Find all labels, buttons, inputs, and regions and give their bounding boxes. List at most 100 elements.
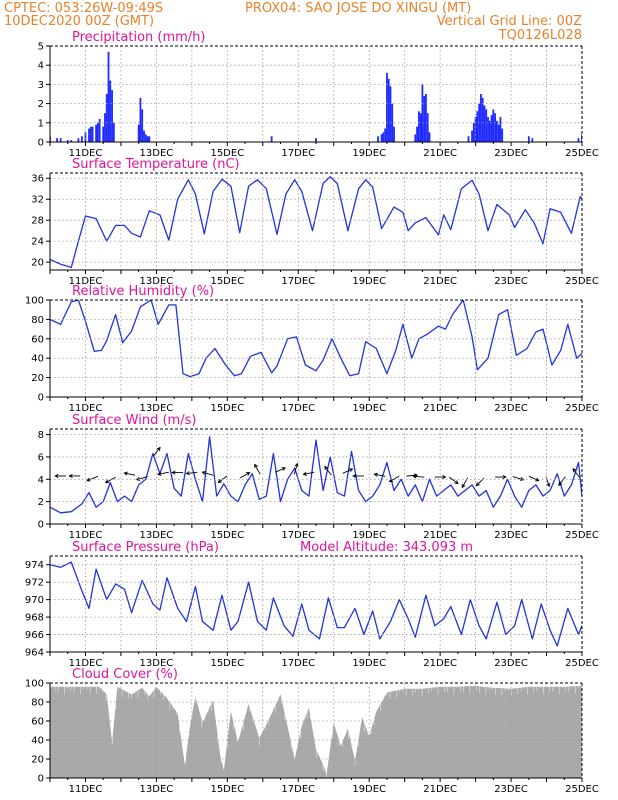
wind-arrow-head [104,479,110,484]
wind-arrow-shaft [528,475,539,482]
wind-arrow-head [185,471,190,476]
precipitation-bar [499,117,502,142]
precipitation-bar [472,122,475,142]
precipitation-bar [382,132,385,142]
wind-arrow-shaft [124,472,136,476]
temperature-xtick-label: 21DEC [423,276,457,287]
wind-arrow-head [535,477,540,482]
wind-arrow-head [475,482,480,487]
wind-arrow-head [302,471,307,476]
precipitation-bar [377,136,379,142]
wind-xtick-label: 13DEC [140,530,174,541]
precipitation-bar [414,134,417,142]
wind-arrow-head [54,473,59,479]
precipitation-bar [88,128,90,142]
wind-arrow-shaft [558,476,566,486]
precipitation-bar [112,122,115,142]
wind-arrow-shaft [275,467,286,473]
precipitation-title: Precipitation (mm/h) [72,30,205,45]
temperature-xtick-label: 15DEC [210,276,244,287]
panels-group: Precipitation (mm/h) 0 1 2 3 4 5 11DEC 13DEC 15DE… [25,30,599,795]
humidity-title: Relative Humidity (%) [72,284,214,299]
precipitation-xtick-label: 23DEC [494,148,528,159]
cloud-cover-ytick-label: 0 [38,774,44,785]
pressure-xtick-label: 17DEC [281,658,315,669]
precipitation-bar [389,86,392,142]
precipitation-bar [423,95,426,142]
cloud-cover-data [50,685,582,778]
wind-arrow-shaft [449,476,459,484]
wind-arrow-head [412,474,417,479]
precipitation-bar [497,124,500,142]
precipitation-bar [531,138,534,142]
precipitation-bar [141,109,144,142]
precipitation-bar [109,80,112,142]
humidity-xtick-label: 13DEC [140,403,174,414]
cloud-cover-xtick-label: 25DEC [565,784,599,795]
cloud-cover-ytick-label: 100 [25,679,44,690]
precipitation-bar [476,111,479,142]
wind-arrow-shaft [186,471,198,474]
pressure-ytick-label: 972 [25,578,44,589]
humidity-ytick-label: 60 [31,334,44,345]
precipitation-bar [139,97,142,142]
wind-series-line [50,436,582,514]
temperature-xtick-label: 11DEC [69,276,103,287]
pressure-annotation: Model Altitude: 343.093 m [300,540,473,555]
precipitation-bar [421,84,424,142]
header-run-date: 10DEC2020 00Z (GMT) [4,14,154,29]
wind-arrow-head [68,473,73,479]
wind-arrow-shaft [105,476,116,484]
precipitation-bar [146,136,149,142]
precipitation-bar [81,136,83,142]
header-source-coords: CPTEC: 053:26W-09:49S [4,1,163,16]
cloud-cover-panel: Cloud Cover (%) 0 20 40 60 80 100 11DEC 13DEC 15D… [25,667,599,795]
wind-arrow-head [156,446,161,452]
pressure-xtick-label: 25DEC [565,658,599,669]
wind-arrow-head [520,476,525,481]
wind-arrow-head [171,470,176,475]
precipitation-ytick-label: 1 [38,118,44,129]
wind-panel: Surface Wind (m/s) 0 2 4 6 8 11DEC 13DEC 15DEC 17… [38,413,599,541]
temperature-panel: Surface Temperature (nC) 20 24 28 32 36 11DEC 1… [31,157,599,287]
wind-xtick-label: 15DEC [210,530,244,541]
wind-arrow-head [157,471,162,476]
wind-arrow-head [558,481,563,487]
precipitation-bar [492,109,495,142]
humidity-panel: Relative Humidity (%) 0 20 40 60 80 100 11DEC 13… [25,284,599,414]
precipitation-xtick-label: 19DEC [352,148,386,159]
precipitation-bar [417,111,420,142]
precipitation-bar [144,134,147,142]
precipitation-bar [485,109,488,142]
precipitation-bar [384,128,387,142]
precipitation-bar [91,126,94,142]
wind-arrow-head [246,472,251,476]
pressure-title: Surface Pressure (hPa) [72,540,219,555]
pressure-xtick-label: 23DEC [494,658,528,669]
precipitation-bar [467,136,470,142]
wind-xtick-label: 25DEC [565,530,599,541]
precipitation-ytick-label: 2 [38,99,44,110]
wind-ytick-label: 2 [38,497,44,508]
precipitation-bar [380,134,383,142]
wind-arrow-head [86,477,91,482]
wind-arrow-shaft [389,475,400,482]
wind-xtick-label: 17DEC [281,530,315,541]
wind-xtick-label: 11DEC [69,530,103,541]
wind-ytick-label: 4 [38,475,44,486]
precipitation-bar [315,138,317,142]
humidity-xtick-label: 17DEC [281,403,315,414]
precipitation-bar [102,126,105,142]
wind-arrow-head [461,483,466,489]
pressure-series-line [50,561,582,647]
precipitation-bar [416,126,418,142]
wind-data [50,436,582,514]
pressure-ytick-label: 968 [25,613,44,624]
cloud-cover-xtick-label: 11DEC [69,784,103,795]
wind-arrow-head [254,463,258,468]
precipitation-bar [137,124,140,142]
temperature-ytick-label: 36 [31,174,44,185]
precipitation-bar [428,132,431,142]
precipitation-data [50,51,582,142]
wind-arrow-head [201,470,206,475]
